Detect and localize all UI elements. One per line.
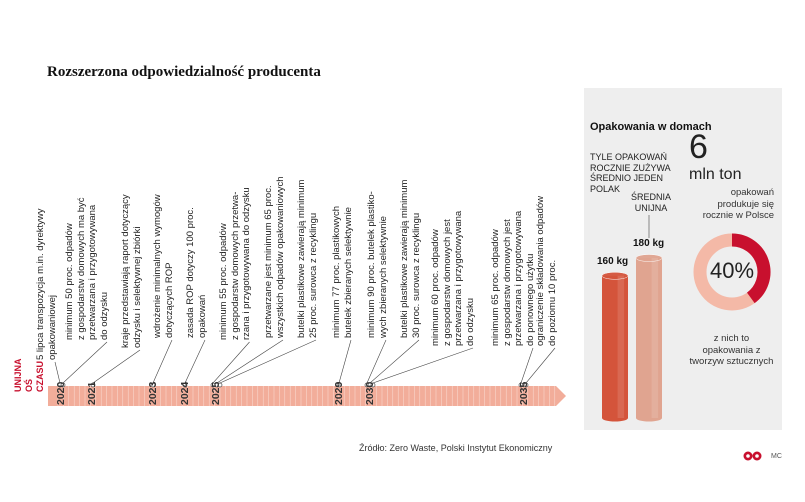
event-leader [216, 339, 284, 384]
timeline-band [48, 386, 566, 406]
year-label: 2029 [333, 381, 345, 405]
event-text-line: 5 lipca transpozycja m.in. dyrektywy [35, 208, 46, 360]
timeline-event: minimum 50 proc. odpadów z gospodarstw do… [64, 197, 110, 340]
event-dot [370, 382, 376, 388]
timeline-event: przetwarzane jest minimum 65 proc. wszyst… [263, 176, 286, 338]
event-text-line: 25 proc. surowca z recyklingu [307, 212, 319, 338]
event-text-line: przetwarzane jest minimum 65 proc. [263, 185, 274, 338]
event-text-line: rzana i przygotowywana do odzysku [241, 187, 252, 340]
event-text-line: do odzysku [464, 297, 476, 346]
event-text-line: do poziomu 10 proc. [546, 259, 558, 346]
event-text-line: z gospodarstw domowych ma być [75, 197, 87, 340]
headline-desc: opakowań produkuje się rocznie w Polsce [702, 187, 774, 221]
page-title: Rozszerzona odpowiedzialność producenta [47, 64, 321, 80]
bar-value-label: 160 kg [597, 255, 629, 267]
timeline-event: zasada ROP dotyczy 100 proc. opakowań [185, 207, 208, 338]
event-leader [366, 339, 387, 384]
year-label: 2023 [147, 381, 159, 405]
event-text-line: wych zbieranych selektywnie [377, 216, 389, 338]
event-text-line: z gospodarstw domowych przetwa- [229, 191, 241, 340]
infobox-title: Opakowania w domach [590, 121, 712, 133]
event-leader [62, 341, 108, 384]
timeline-event: butelki plastikowe zawierają minimum 30 p… [399, 180, 422, 338]
timeline-event: minimum 90 proc. butelek plastiko-wych z… [366, 191, 389, 338]
event-leader [212, 341, 250, 384]
event-text-line: minimum 77 proc. plastikowych [331, 206, 342, 338]
event-text-line: zasada ROP dotyczy 100 proc. [185, 207, 196, 338]
event-text-line: minimum 60 proc. odpadów [430, 229, 441, 346]
event-dot [523, 382, 529, 388]
donut-label: 40% [709, 258, 755, 283]
timeline-event: wdrożenie minimalnych wymogów dotyczących… [152, 194, 175, 338]
event-dot [182, 382, 188, 388]
credit: MC [771, 453, 782, 460]
event-leader [520, 347, 534, 384]
source-note: Źródło: Zero Waste, Polski Instytut Ekon… [359, 443, 553, 453]
timeline-event: 5 lipca transpozycja m.in. dyrektywy opak… [35, 208, 58, 360]
timeline-event: minimum 55 proc. odpadów z gospodarstw do… [218, 187, 253, 340]
event-text-line: z gospodarstw domowych jest [441, 219, 453, 346]
timeline-event: minimum 60 proc. odpadów z gospodarstw do… [430, 211, 476, 346]
event-leader [152, 339, 173, 384]
event-text-line: do odzysku [98, 291, 110, 340]
event-leader [369, 339, 420, 384]
event-text-line: minimum 55 proc. odpadów [218, 223, 229, 340]
event-dot [90, 382, 96, 388]
event-text-line: dotyczących ROP [163, 262, 175, 339]
event-text-line: opakowaniowej [46, 295, 58, 360]
event-leader [92, 349, 141, 384]
event-text-line: 30 proc. surowca z recyklingu [410, 212, 422, 338]
event-text-line: przetwarzana i przygotowywana [87, 204, 98, 340]
logo-icon [743, 451, 762, 461]
event-text-line: butelki plastikowe zawierają minimum [296, 179, 307, 338]
bar-category-eu: ŚREDNIA UNIJNA [630, 192, 671, 213]
headline-value: 6 [689, 128, 708, 166]
event-dot [60, 382, 66, 388]
event-leader [184, 339, 206, 384]
event-leader [54, 361, 61, 384]
donut-desc: z nich to opakowania z tworzyw sztucznyc… [689, 333, 774, 367]
event-text-line: butelek zbieranych selektywnie [342, 207, 354, 338]
infobox-subtitle: TYLE OPAKOWAŃ ROCZNIE ZUŻYWA ŚREDNIO JED… [590, 152, 671, 194]
event-text-line: wszystkich odpadów opakowaniowych [274, 176, 286, 338]
timeline-event: minimum 77 proc. plastikowych butelek zbi… [331, 206, 354, 338]
event-text-line: wdrożenie minimalnych wymogów [152, 194, 163, 338]
event-dot [150, 382, 156, 388]
event-text-line: minimum 90 proc. butelek plastiko- [366, 191, 377, 338]
timeline-event: minimum 65 proc. odpadów z gospodarstw do… [490, 211, 536, 346]
event-text-line: odzysku i selektywnej zbiórki [131, 226, 143, 348]
event-text-line: kraje przedstawiają raport dotyczący [120, 194, 131, 348]
timeline-event: kraje przedstawiają raport dotyczący odzy… [120, 194, 143, 348]
event-text-line: ograniczenie składowania odpadów [535, 196, 546, 346]
event-dot [336, 382, 342, 388]
year-label: 2020 [55, 381, 67, 405]
event-leader [525, 347, 556, 384]
event-dot [518, 382, 524, 388]
year-label: 2030 [364, 381, 376, 405]
event-text-line: opakowań [196, 294, 208, 338]
bar-value-label: 180 kg [633, 238, 665, 249]
event-text-line: przetwarzana i przygotowywana [453, 210, 464, 346]
event-leader [372, 347, 474, 384]
event-text-line: minimum 50 proc. odpadów [64, 223, 75, 340]
year-label: 2035 [518, 381, 530, 405]
event-dot [217, 382, 223, 388]
event-leader [338, 339, 352, 384]
timeline-event: butelki plastikowe zawierają minimum 25 p… [296, 180, 319, 338]
headline-unit: mln ton [689, 166, 742, 183]
event-text-line: butelki plastikowe zawierają minimum [399, 179, 410, 338]
year-label: 2024 [179, 381, 191, 405]
event-text-line: z gospodarstw domowych jest [501, 219, 513, 346]
year-label: 2021 [86, 381, 98, 405]
event-leader [219, 339, 317, 384]
event-text-line: minimum 65 proc. odpadów [490, 229, 501, 346]
timeline-event: ograniczenie składowania odpadów do pozio… [535, 196, 558, 346]
year-label: 2025 [210, 381, 222, 405]
event-text-line: przetwarzana i przygotowywana [513, 210, 524, 346]
